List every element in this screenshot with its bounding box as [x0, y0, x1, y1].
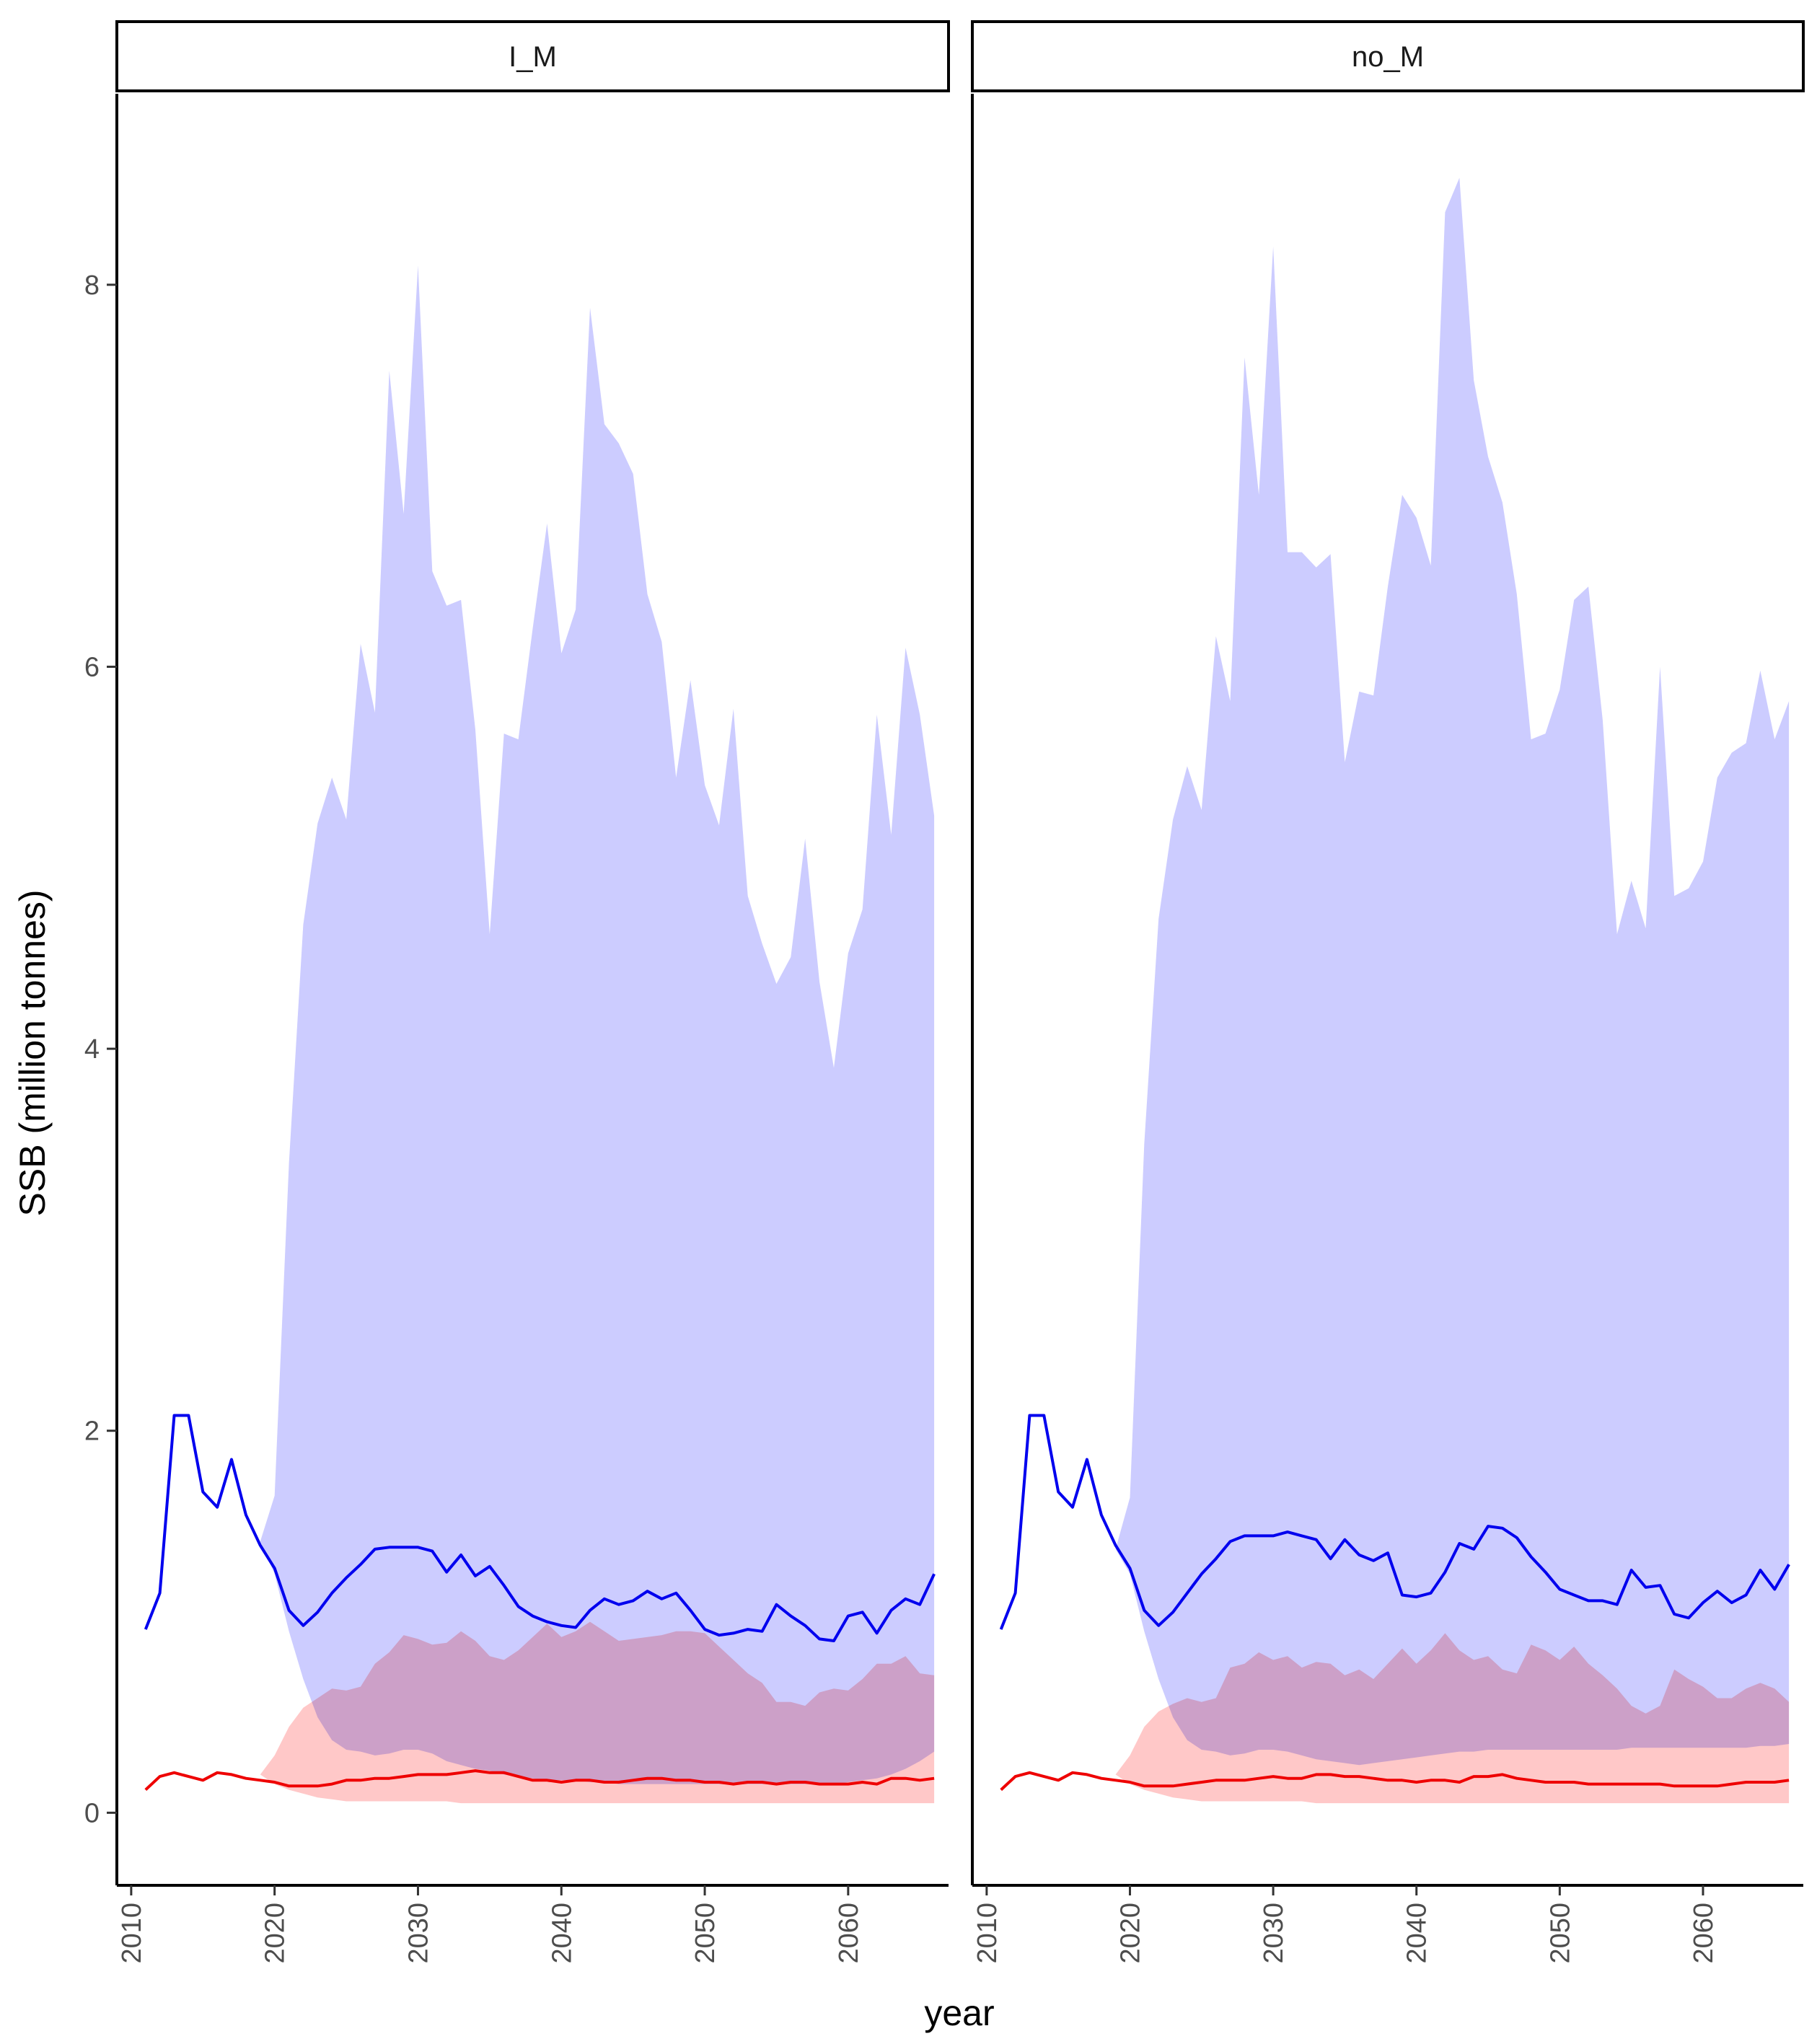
blue-median-line — [144, 1414, 936, 1642]
x-tick-label: 2040 — [547, 1903, 577, 1964]
plot-area — [144, 265, 936, 1804]
x-tick-label: 2010 — [972, 1903, 1003, 1964]
y-axis-title: SSB (million tonnes) — [12, 890, 53, 1217]
blue-median-line — [999, 1414, 1790, 1630]
x-tick-label: 2030 — [403, 1903, 434, 1964]
red-median-line — [1000, 1771, 1790, 1792]
x-tick-label: 2060 — [1689, 1903, 1719, 1964]
x-tick-label: 2030 — [1259, 1903, 1289, 1964]
facet-panel-I_M: I_M 2010 2020 2030 2040 2050 2060 0 2 4 6 8 — [84, 20, 950, 1964]
x-tick-label: 2040 — [1402, 1903, 1433, 1964]
x-tick-label: 2050 — [690, 1903, 721, 1964]
facet-strip — [971, 20, 1805, 92]
facet-panels: I_M 2010 2020 2030 2040 2050 2060 0 2 4 6 8 no_M 2010… — [84, 20, 1805, 1964]
x-tick-label: 2010 — [117, 1903, 147, 1964]
y-tick-label: 2 — [84, 1417, 100, 1447]
red-median-line — [144, 1769, 935, 1792]
facet-strip-label: I_M — [509, 41, 557, 73]
plot-area — [999, 177, 1790, 1804]
y-tick-label: 0 — [84, 1798, 100, 1828]
y-tick-label: 6 — [84, 652, 100, 682]
facet-strip-label: no_M — [1352, 41, 1424, 73]
x-tick-label: 2020 — [260, 1903, 291, 1964]
blue-confidence-band — [260, 265, 935, 1784]
x-tick-label: 2050 — [1545, 1903, 1575, 1964]
x-tick-label: 2060 — [834, 1903, 864, 1964]
y-tick-label: 4 — [84, 1034, 100, 1065]
facet-strip — [115, 20, 950, 92]
y-tick-label: 8 — [84, 270, 100, 301]
blue-confidence-band — [1115, 177, 1790, 1766]
red-confidence-band — [1115, 1633, 1790, 1804]
red-confidence-band — [260, 1621, 935, 1804]
facet-panel-no_M: no_M 2010 2020 2030 2040 2050 2060 — [971, 20, 1805, 1964]
x-tick-label: 2020 — [1115, 1903, 1145, 1964]
x-axis-title: year — [924, 1993, 994, 2033]
